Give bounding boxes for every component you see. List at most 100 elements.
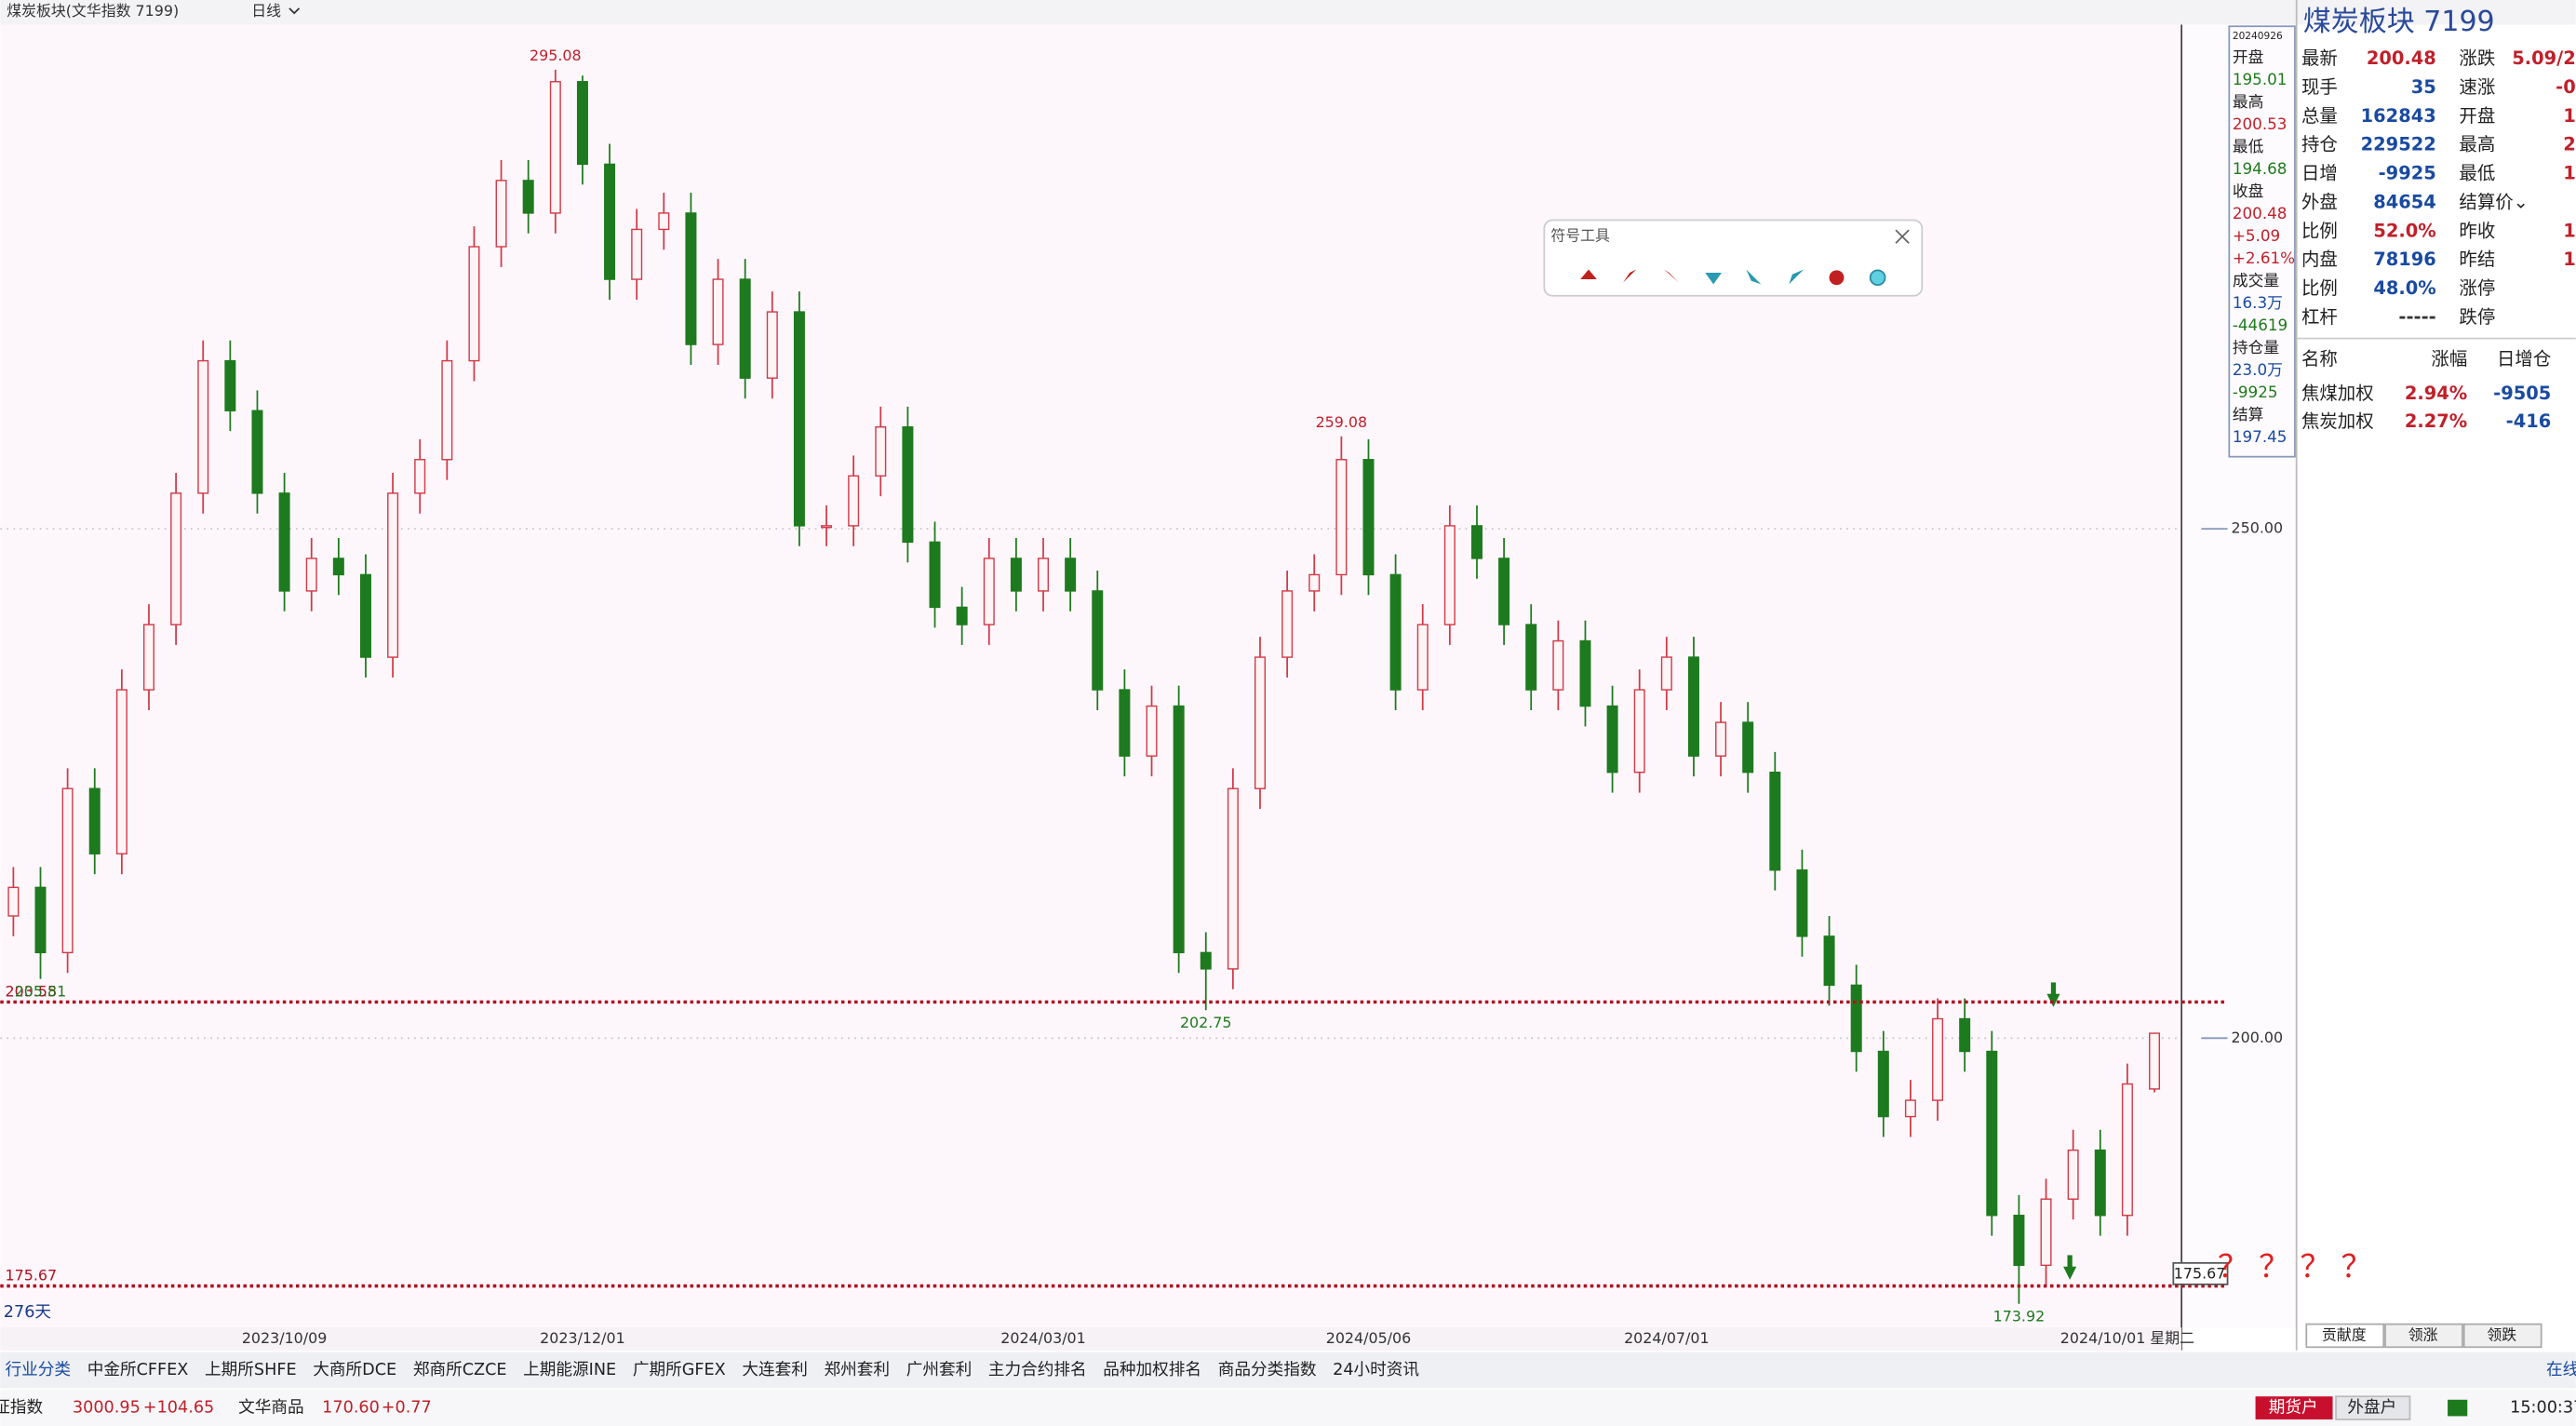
- market-tab[interactable]: 行业分类: [6, 1360, 72, 1379]
- info-item: 197.45: [2233, 427, 2288, 446]
- market-tab[interactable]: 品种加权排名: [1103, 1360, 1201, 1379]
- candle-body: [821, 525, 833, 529]
- market-tab[interactable]: 商品分类指数: [1218, 1360, 1317, 1379]
- quote-value: -0: [2556, 76, 2576, 98]
- level-box: [2172, 1261, 2229, 1285]
- x-tick-label: 2024/10/01 星期二: [2060, 1329, 2194, 1347]
- candle-body: [848, 475, 860, 527]
- candle-body: [739, 278, 751, 379]
- market-tab[interactable]: 上期所SHFE: [205, 1360, 297, 1379]
- quote-label: 开盘: [2459, 105, 2495, 127]
- market-tab[interactable]: 大商所DCE: [313, 1360, 396, 1379]
- tab-bar: [0, 1352, 2576, 1389]
- account-button[interactable]: [2335, 1395, 2411, 1420]
- candle-body: [1308, 573, 1321, 592]
- level-box-label: 175.67: [2174, 1265, 2226, 1283]
- panel-tab-label[interactable]: 领涨: [2408, 1325, 2438, 1343]
- quote-label: 涨跌: [2459, 47, 2495, 69]
- quote-label: 总量: [2301, 105, 2338, 127]
- tool-icon[interactable]: [1789, 269, 1805, 285]
- window-title: 煤炭板块(文华指数 7199): [7, 2, 179, 20]
- level-label: 175.67: [6, 1266, 58, 1284]
- quote-value: 162843: [2361, 105, 2436, 127]
- info-date: 20240926: [2233, 31, 2283, 42]
- extreme-label: 295.08: [530, 47, 582, 64]
- candle-body: [2121, 1083, 2133, 1217]
- candle-body: [1742, 721, 1754, 774]
- extreme-label: 173.92: [1993, 1307, 2046, 1325]
- candle-body: [576, 81, 588, 166]
- quote-label: 比例: [2301, 277, 2338, 299]
- candle-body: [1362, 459, 1375, 576]
- candle-body: [1227, 787, 1239, 970]
- candle-body: [278, 492, 290, 592]
- panel-tab[interactable]: [2462, 1323, 2542, 1349]
- candle-body: [115, 689, 127, 854]
- panel-tab[interactable]: [2384, 1323, 2463, 1349]
- market-tab[interactable]: 上期能源INE: [523, 1360, 616, 1379]
- candle-body: [1498, 558, 1510, 626]
- candle-body: [1715, 721, 1727, 757]
- candle-body: [1146, 705, 1158, 757]
- market-tab[interactable]: 郑商所CZCE: [413, 1360, 507, 1379]
- sub-header: 日增仓: [2497, 348, 2551, 370]
- quote-label: 速涨: [2459, 76, 2495, 98]
- candle-body: [170, 492, 182, 626]
- info-item: 194.68: [2233, 159, 2288, 178]
- market-tab[interactable]: 24小时资讯: [1333, 1360, 1419, 1379]
- candle-body: [902, 426, 914, 544]
- status-item: 文华商品: [238, 1398, 304, 1418]
- info-item: 最低: [2233, 137, 2264, 155]
- tool-icon[interactable]: [1829, 270, 1845, 286]
- tool-icon[interactable]: [1664, 269, 1680, 283]
- candle-body: [1010, 558, 1022, 592]
- sub-cell: -416: [2506, 410, 2552, 432]
- candle-body: [1281, 590, 1294, 658]
- candle-body: [1687, 656, 1699, 757]
- market-tab[interactable]: 大连套利: [742, 1360, 808, 1379]
- market-tab[interactable]: 广期所GFEX: [633, 1360, 726, 1379]
- tool-icon[interactable]: [1869, 269, 1886, 287]
- panel-tab-label[interactable]: 领跌: [2487, 1325, 2516, 1343]
- period-selector[interactable]: 日线: [251, 2, 281, 20]
- candle-body: [1796, 869, 1808, 937]
- quote-value: 35: [2411, 76, 2436, 98]
- status-item: +104.65: [143, 1399, 214, 1418]
- candle-body: [1470, 525, 1483, 559]
- candle-body: [604, 163, 616, 280]
- close-button[interactable]: [1895, 229, 1910, 244]
- extreme-label: 205.81: [15, 982, 67, 1000]
- info-item: 收盘: [2233, 182, 2264, 200]
- x-tick-label: 2024/07/01: [1624, 1329, 1710, 1347]
- candle-body: [1443, 525, 1456, 626]
- extreme-label: 202.75: [1180, 1014, 1232, 1031]
- quote-label: 最低: [2459, 163, 2495, 184]
- candle-body: [7, 886, 20, 917]
- toolbar-title: 符号工具: [1550, 227, 1610, 245]
- market-tab[interactable]: 郑州套利: [825, 1360, 891, 1379]
- quote-value: 84654: [2373, 191, 2436, 212]
- candle-body: [495, 180, 507, 248]
- panel-tab-label[interactable]: 贡献度: [2322, 1325, 2367, 1343]
- sub-header: 名称: [2301, 348, 2338, 370]
- panel-tab[interactable]: [2305, 1323, 2385, 1349]
- candle-body: [685, 212, 697, 345]
- tool-icon[interactable]: [1580, 269, 1597, 280]
- tool-icon[interactable]: [1705, 272, 1722, 285]
- candle-body: [1173, 705, 1185, 954]
- candle-body: [88, 787, 101, 854]
- quote-value: 48.0%: [2373, 277, 2435, 299]
- candle-body: [2013, 1215, 2025, 1267]
- info-item: 成交量: [2233, 271, 2279, 289]
- market-tab[interactable]: 主力合约排名: [988, 1360, 1087, 1379]
- candle-body: [1525, 624, 1537, 691]
- candle-body: [1119, 689, 1131, 757]
- candle-body: [1633, 689, 1645, 774]
- candle-body: [441, 359, 453, 461]
- quote-value: -----: [2398, 306, 2435, 328]
- quote-label: 比例: [2301, 220, 2338, 241]
- account-button[interactable]: [2255, 1396, 2333, 1419]
- market-tab[interactable]: 中金所CFFEX: [87, 1360, 189, 1379]
- market-tab[interactable]: 广州套利: [906, 1360, 973, 1379]
- candle-body: [1038, 558, 1050, 592]
